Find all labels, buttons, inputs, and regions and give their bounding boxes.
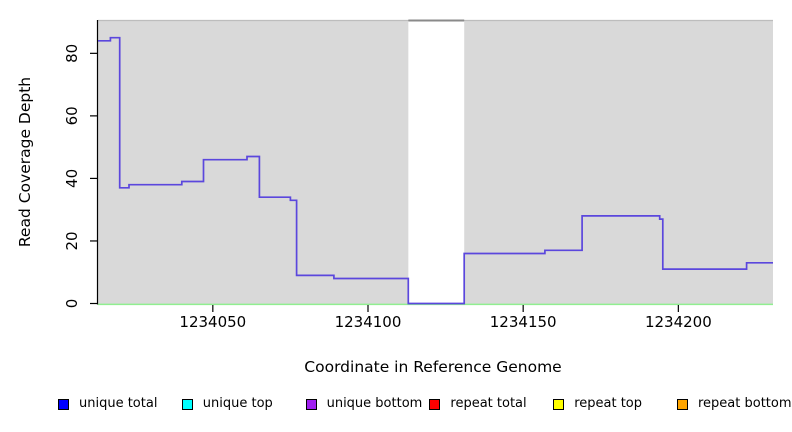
x-tick-label: 1234100 bbox=[335, 313, 402, 331]
chart-legend: unique total unique top unique bottom repea… bbox=[0, 395, 792, 417]
legend-swatch-icon bbox=[58, 398, 69, 410]
legend-label: repeat bottom bbox=[698, 396, 792, 411]
legend-item: repeat top bbox=[553, 395, 642, 413]
y-tick-label: 80 bbox=[63, 44, 81, 63]
legend-label: repeat top bbox=[574, 396, 642, 411]
chart-svg: 0 20 40 60 80 1234050 1234100 1234150 1234200 Coo… bbox=[16, 19, 773, 376]
legend-item: unique total bbox=[58, 395, 157, 413]
legend-item: repeat bottom bbox=[677, 395, 792, 413]
legend-label: repeat total bbox=[450, 396, 527, 411]
x-axis-title: Coordinate in Reference Genome bbox=[304, 358, 561, 376]
legend-item: unique bottom bbox=[305, 395, 423, 413]
y-tick-label: 40 bbox=[63, 169, 81, 188]
legend-swatch-icon bbox=[429, 398, 441, 410]
legend-label: unique total bbox=[79, 396, 158, 411]
legend-label: unique top bbox=[202, 396, 273, 411]
legend-label: unique bottom bbox=[326, 396, 423, 411]
legend-swatch-icon bbox=[181, 398, 193, 410]
legend-swatch-icon bbox=[305, 398, 317, 410]
y-tick-label: 60 bbox=[63, 106, 81, 125]
x-tick-label: 1234050 bbox=[179, 313, 246, 331]
legend-item: unique top bbox=[181, 395, 273, 413]
legend-item: repeat total bbox=[429, 395, 527, 413]
y-tick-label: 20 bbox=[63, 231, 81, 250]
series-coverage-step-line bbox=[98, 36, 773, 305]
legend-swatch-icon bbox=[553, 398, 565, 410]
x-tick-label: 1234200 bbox=[645, 313, 712, 331]
y-axis-title: Read Coverage Depth bbox=[16, 77, 34, 247]
y-tick-label: 0 bbox=[63, 299, 81, 309]
masked-region-band bbox=[408, 20, 465, 305]
legend-swatch-icon bbox=[677, 398, 688, 410]
x-tick-label: 1234150 bbox=[490, 313, 557, 331]
